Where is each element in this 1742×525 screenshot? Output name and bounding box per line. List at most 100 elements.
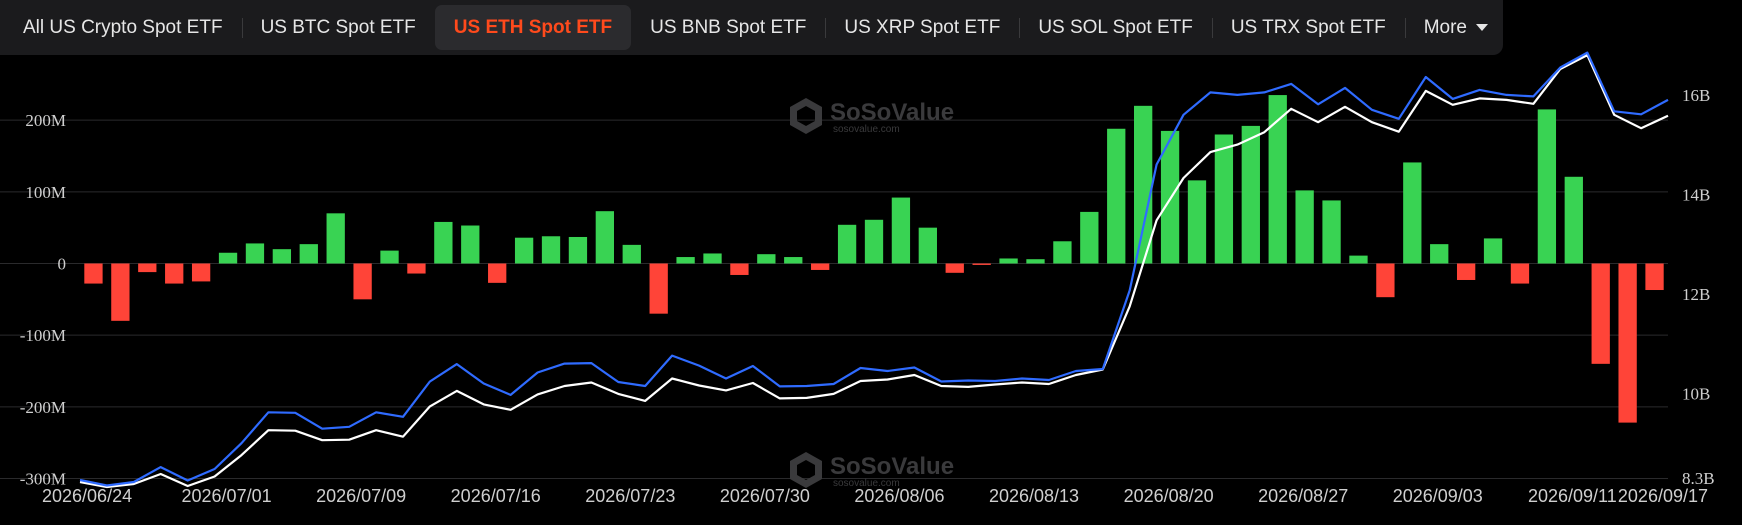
outflow-bar [1645, 263, 1664, 291]
left-axis-labels: 200M 100M 0 -100M -200M -300M [20, 111, 66, 488]
inflow-bar [622, 244, 641, 264]
right-axis-tick-label: 12B [1682, 285, 1710, 304]
left-axis-tick-label: 0 [58, 255, 67, 274]
tab-us-trx-spot-etf[interactable]: US TRX Spot ETF [1211, 5, 1405, 50]
left-axis-tick-label: -300M [20, 470, 66, 489]
inflow-bar [434, 221, 453, 264]
inflow-bar [245, 243, 265, 264]
inflow-bar [461, 225, 480, 264]
inflow-bar [757, 254, 776, 264]
inflow-bar [514, 237, 534, 264]
inflow-bar [1349, 255, 1368, 264]
sosovalue-logo-watermark: SoSoValue sosovalue.com [790, 452, 954, 489]
inflow-bar [568, 236, 588, 264]
outflow-bar [111, 263, 130, 321]
tab-us-btc-spot-etf[interactable]: US BTC Spot ETF [241, 5, 435, 50]
outflow-bar [488, 263, 507, 283]
inflow-bar [1080, 211, 1099, 264]
inflow-bar [1187, 180, 1207, 264]
chevron-down-icon [1475, 24, 1488, 31]
inflow-bar [1053, 241, 1072, 264]
inflow-bar [1026, 259, 1045, 264]
more-dropdown[interactable]: More [1404, 5, 1507, 50]
inflow-bar [380, 250, 399, 264]
inflow-bar [595, 211, 614, 264]
tab-all-us-crypto-spot-etf[interactable]: All US Crypto Spot ETF [23, 16, 223, 38]
sosovalue-logo-watermark: SoSoValue sosovalue.com [790, 98, 954, 135]
outflow-bar [649, 263, 668, 314]
inflow-bar [1241, 125, 1260, 264]
tab-us-eth-spot-etf[interactable]: US ETH Spot ETF [434, 5, 632, 50]
inflow-bar [1564, 176, 1583, 264]
etf-category-tabs: All US Crypto Spot ETF US BTC Spot ETF U… [0, 0, 1503, 55]
outflow-bar [353, 263, 372, 300]
outflow-bar [1456, 263, 1476, 280]
left-axis-tick-label: 200M [25, 111, 66, 130]
more-label: More [1423, 16, 1467, 38]
inflow-bar [1134, 105, 1153, 264]
inflow-bar [1403, 162, 1422, 264]
x-axis-labels: 2026/06/24 2026/07/01 2026/07/09 2026/07/16… [42, 486, 1708, 506]
x-axis-tick-label: 2026/08/13 [989, 486, 1079, 506]
inflow-bar [1322, 200, 1341, 264]
x-axis-tick-label: 2026/07/01 [182, 486, 272, 506]
tab-us-xrp-spot-etf[interactable]: US XRP Spot ETF [825, 5, 1019, 50]
inflow-bar [272, 249, 292, 264]
x-axis-tick-label: 2026/08/06 [854, 486, 944, 506]
right-axis-labels: 16B 14B 12B 10B 8.3B [1682, 86, 1715, 488]
daily-net-flow-bars [84, 95, 1664, 423]
left-axis-tick-label: 100M [25, 183, 66, 202]
inflow-bar [864, 219, 884, 264]
outflow-bar [191, 263, 211, 282]
x-axis-tick-label: 2026/07/30 [720, 486, 810, 506]
inflow-bar [1295, 190, 1314, 264]
left-axis-tick-label: -100M [20, 326, 66, 345]
outflow-bar [945, 263, 964, 273]
x-axis-tick-label: 2026/06/24 [42, 486, 132, 506]
inflow-bar [1483, 238, 1503, 264]
watermark-brand-text: SoSoValue [830, 99, 954, 126]
watermark-url-text: sosovalue.com [833, 124, 900, 135]
cumulative-line-blue [79, 51, 1669, 487]
outflow-bar [811, 263, 830, 270]
inflow-bar [326, 213, 345, 264]
x-axis-tick-label: 2026/08/20 [1124, 486, 1214, 506]
outflow-bar [138, 263, 157, 273]
x-axis-tick-label: 2026/09/11 [1528, 486, 1617, 506]
inflow-bar [676, 257, 695, 264]
inflow-bar [1107, 128, 1126, 264]
inflow-bar [891, 197, 911, 264]
tab-us-sol-spot-etf[interactable]: US SOL Spot ETF [1019, 5, 1212, 50]
outflow-bar [972, 263, 991, 265]
outflow-bar [1510, 263, 1530, 284]
inflow-bar [1268, 95, 1287, 264]
tab-us-bnb-spot-etf[interactable]: US BNB Spot ETF [650, 16, 807, 38]
inflow-bar [918, 227, 937, 264]
inflow-bar [1430, 244, 1449, 264]
watermark-brand-text: SoSoValue [830, 453, 954, 480]
inflow-bar [1214, 134, 1234, 264]
x-axis-tick-label: 2026/08/27 [1258, 486, 1348, 506]
outflow-bar [730, 263, 749, 275]
cumulative-lines [79, 51, 1669, 489]
outflow-bar [165, 263, 184, 284]
outflow-bar [84, 263, 103, 284]
right-axis-tick-label: 8.3B [1682, 469, 1715, 488]
outflow-bar [1376, 263, 1395, 298]
outflow-bar [1591, 263, 1610, 364]
outflow-bar [407, 263, 426, 274]
inflow-bar [999, 258, 1018, 264]
inflow-bar [1537, 109, 1557, 264]
x-axis-tick-label: 2026/09/03 [1393, 486, 1483, 506]
left-axis-tick-label: -200M [20, 398, 66, 417]
x-axis-tick-label: 2026/07/09 [316, 486, 406, 506]
inflow-bar [218, 252, 238, 264]
inflow-bar [541, 236, 561, 264]
inflow-bar [837, 224, 857, 264]
cumulative-line-white [79, 53, 1669, 489]
x-axis-tick-label: 2026/09/17 [1618, 486, 1708, 506]
right-axis-tick-label: 14B [1682, 185, 1710, 204]
right-axis-tick-label: 16B [1682, 86, 1710, 105]
outflow-bar [1618, 263, 1637, 423]
